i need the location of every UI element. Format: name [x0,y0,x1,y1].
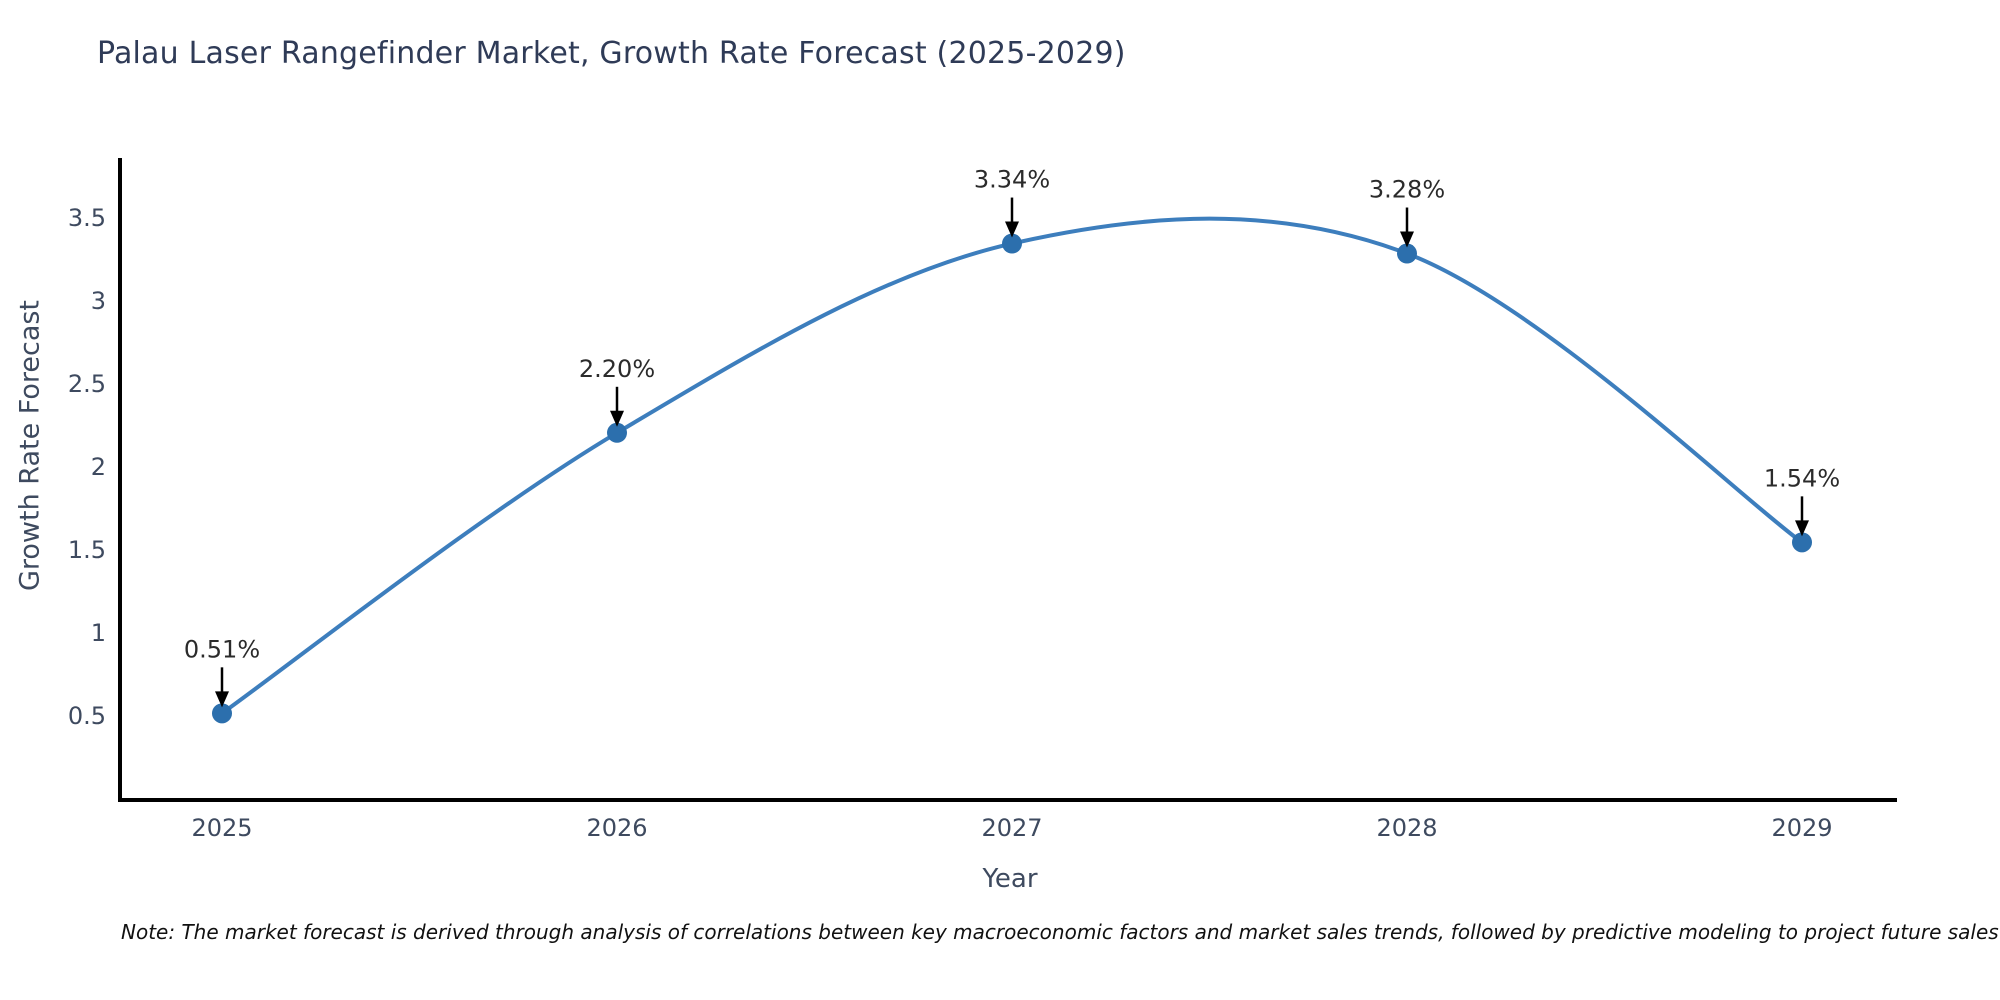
y-tick-label: 0.5 [68,702,106,730]
y-tick-label: 1.5 [68,536,106,564]
annotation-arrowhead [1795,520,1809,537]
data-point-label: 1.54% [1764,464,1840,492]
y-tick-label: 1 [91,619,106,647]
data-point-label: 3.28% [1369,176,1445,204]
x-tick-label: 2027 [981,814,1042,842]
y-tick-label: 3 [91,287,106,315]
footnote: Note: The market forecast is derived thr… [121,920,1999,944]
data-point-label: 0.51% [184,635,260,663]
data-point-label: 3.34% [974,166,1050,194]
x-tick-label: 2025 [191,814,252,842]
annotation-arrowhead [215,691,229,708]
chart-title: Palau Laser Rangefinder Market, Growth R… [97,36,1126,71]
x-tick-label: 2028 [1376,814,1437,842]
data-point-marker [1002,233,1022,254]
annotation-arrowhead [610,410,624,427]
data-point-label: 2.20% [579,355,655,383]
data-point-marker [607,422,627,443]
y-tick-label: 2.5 [68,370,106,398]
y-tick-label: 3.5 [68,204,106,232]
forecast-line [220,216,1804,716]
annotation-arrowhead [1005,221,1019,238]
data-point-marker [212,703,232,724]
data-point-marker [1397,243,1417,264]
x-tick-label: 2029 [1771,814,1832,842]
y-axis-title: Growth Rate Forecast [14,299,46,592]
annotation-arrowhead [1400,231,1414,248]
x-axis-title: Year [982,864,1038,894]
data-point-marker [1792,532,1812,553]
y-tick-label: 2 [91,453,106,481]
x-tick-label: 2026 [586,814,647,842]
